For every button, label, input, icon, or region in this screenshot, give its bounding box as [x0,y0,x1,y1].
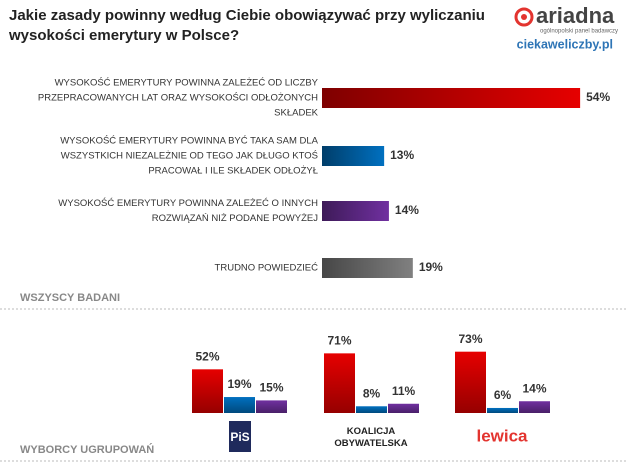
bar-shade [487,407,518,413]
value-label: 8% [363,386,381,400]
party-logo: KOALICJA OBYWATELSKA [334,426,407,449]
brand: ariadna [536,3,615,28]
bar-shade [322,258,413,278]
brand-icon [521,14,527,20]
value-label: 15% [259,381,283,395]
party-logo: PiS [230,430,249,444]
bar-shade [388,403,419,413]
party-logo: lewica [476,426,528,445]
brand-tagline: ogólnopolski panel badawczy [540,29,618,35]
bar-shade [322,146,385,166]
value-label: 52% [195,349,219,363]
bar-shade [455,351,486,413]
site: ciekaweliczby.pl [517,37,613,51]
category-label: WYSOKOŚĆ EMERYTURY POWINNA BYĆ TAKA SAM … [60,135,318,147]
category-label: WYSOKOŚĆ EMERYTURY POWINNA ZALEŻEĆ O INN… [58,197,318,209]
bar-shade [322,201,389,221]
section-label: WYBORCY UGRUPOWAŃ [20,443,154,456]
category-label: SKŁADEK [274,108,318,119]
bar-shade [256,400,287,413]
value-label: 19% [227,377,251,391]
category-label: TRUDNO POWIEDZIEĆ [215,263,319,274]
bar-shade [519,401,550,413]
value-label: 14% [395,203,419,217]
category-label: WYSOKOŚĆ EMERYTURY POWINNA ZALEŻEĆ OD LI… [55,77,319,89]
value-label: 19% [419,260,443,274]
section-label: WSZYSCY BADANI [20,292,120,304]
category-label: WSZYSTKICH NIEZALEŻNIE OD TEGO JAK DŁUGO… [61,150,318,162]
bar-shade [356,406,387,413]
category-label: ROZWIĄZAŃ NIŻ PODANE POWYŻEJ [152,213,319,224]
bar-shade [224,397,255,413]
value-label: 13% [390,148,414,162]
bar-shade [324,353,355,413]
value-label: 11% [392,384,416,398]
brand-icon [514,7,534,27]
pis-logo [229,421,251,452]
bar-shade [322,88,581,108]
value-label: 73% [458,332,482,346]
value-label: 54% [586,90,610,104]
bar-shade [192,369,223,413]
value-label: 14% [522,381,546,395]
category-label: PRACOWAŁ I ILE SKŁADEK ODŁOŻYŁ [148,166,318,177]
category-label: PRZEPRACOWANYCH LAT ORAZ WYSOKOŚCI ODŁOŻ… [38,92,318,104]
value-label: 71% [327,334,351,348]
value-label: 6% [494,388,512,402]
chart-title: Jakie zasady powinny według Ciebie obowi… [9,7,485,44]
